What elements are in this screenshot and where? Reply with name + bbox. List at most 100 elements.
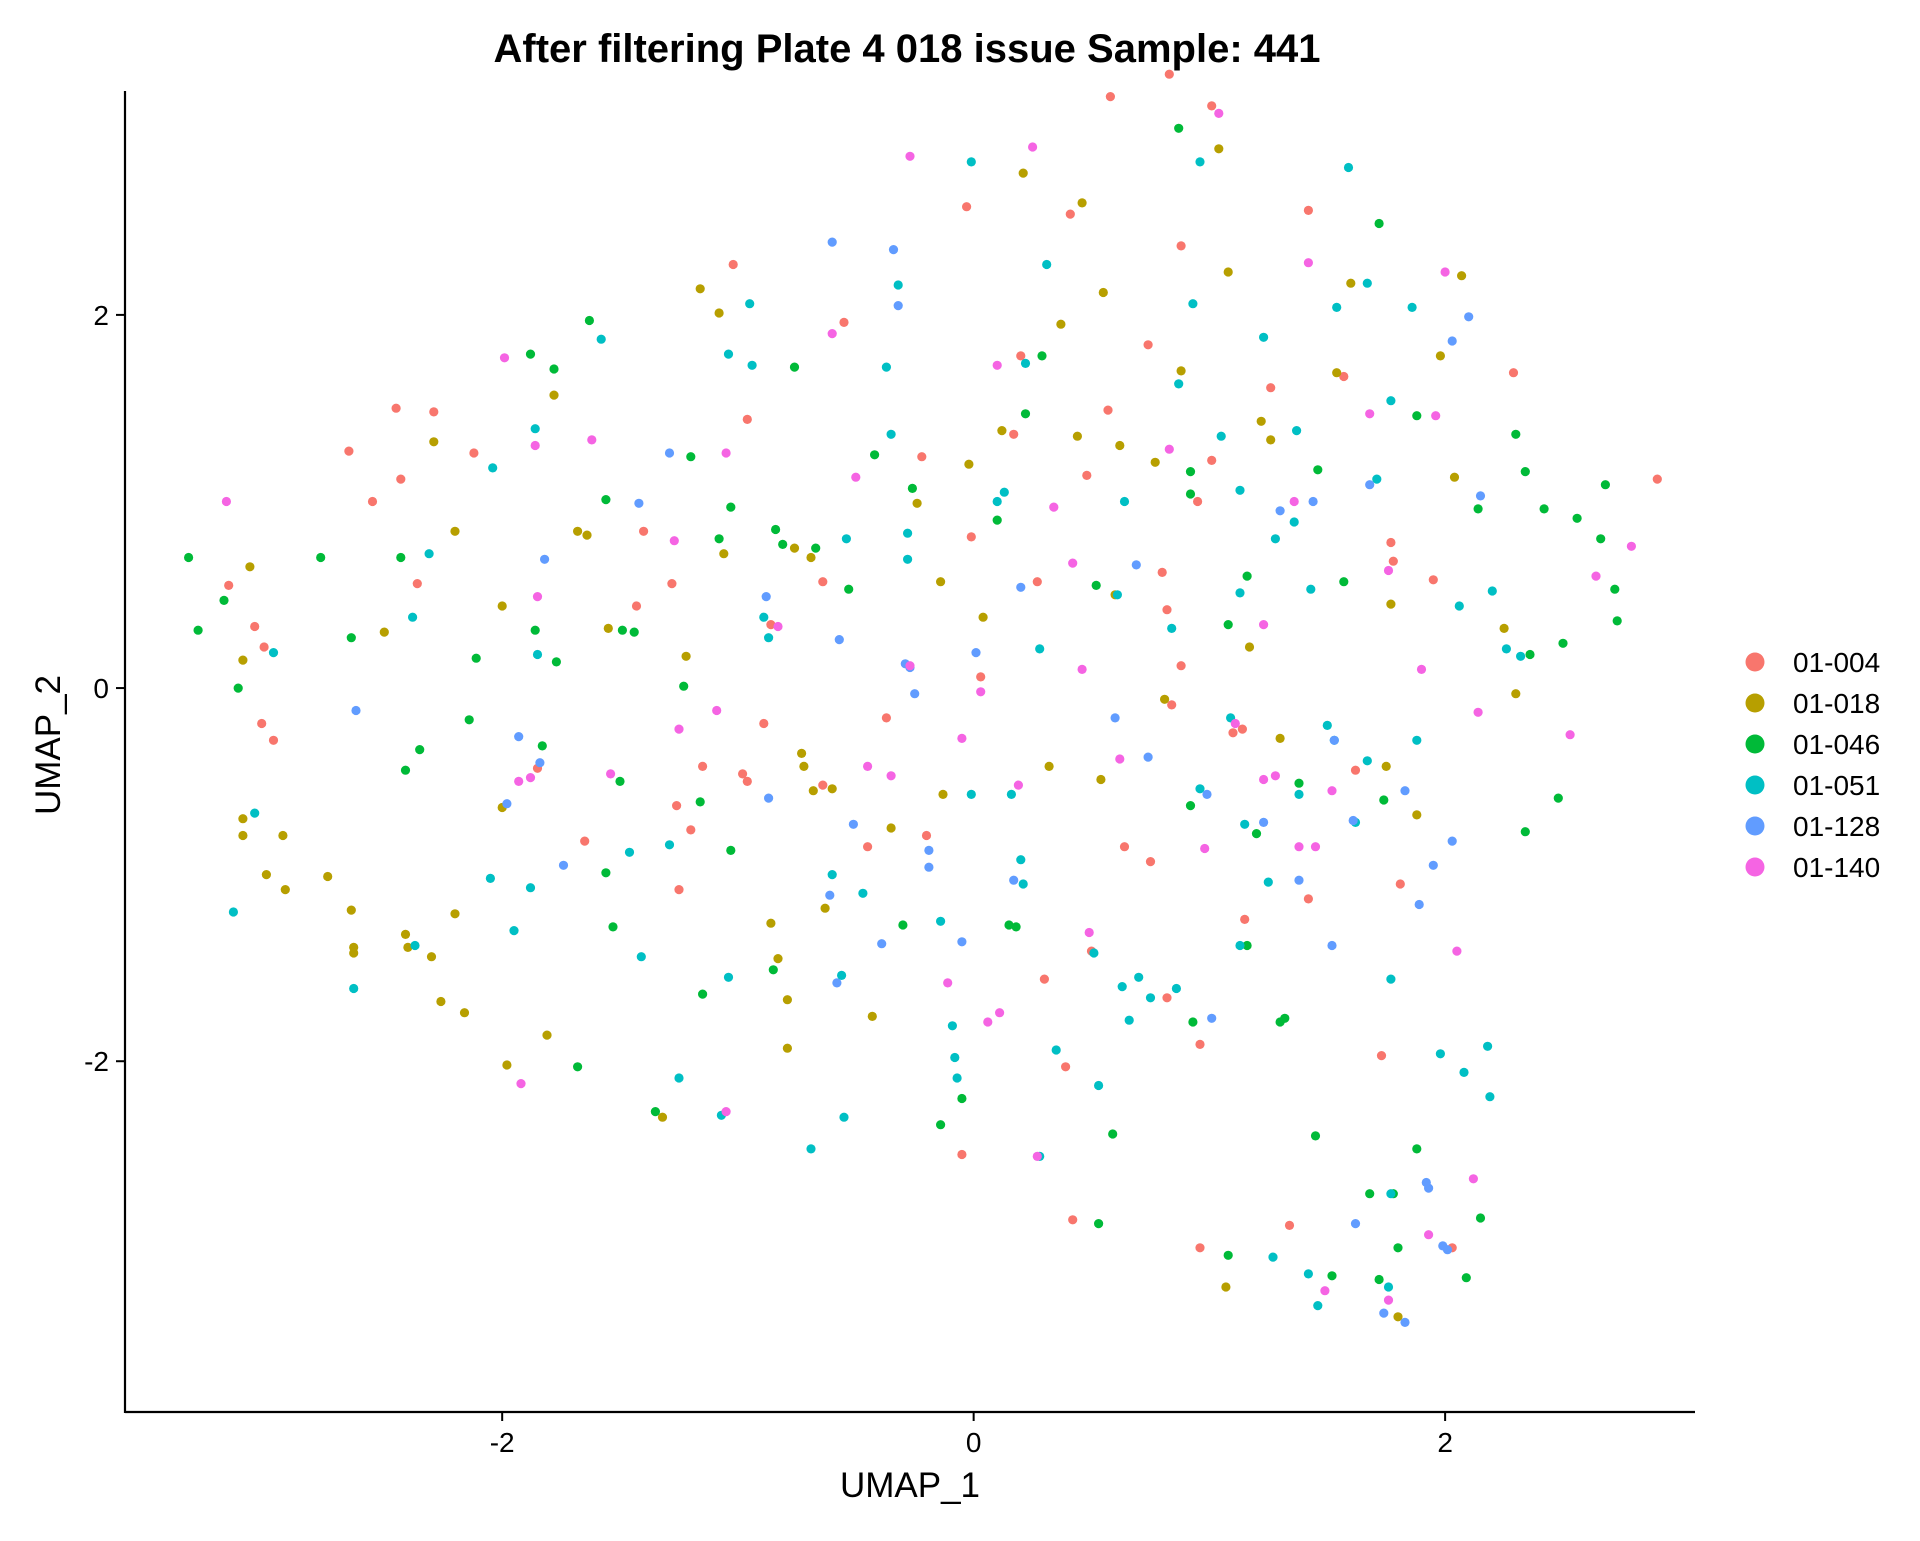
point-01-018-49 bbox=[261, 870, 271, 880]
point-01-004-50 bbox=[1193, 496, 1203, 507]
point-01-018-64 bbox=[657, 1112, 668, 1122]
y-axis-label: UMAP_2 bbox=[29, 675, 68, 815]
point-01-004-54 bbox=[1240, 914, 1250, 925]
point-01-140-38 bbox=[957, 733, 967, 744]
point-01-128-50 bbox=[1294, 875, 1304, 885]
point-01-128-32 bbox=[1143, 752, 1153, 762]
point-01-046-48 bbox=[1600, 480, 1610, 490]
point-01-140-18 bbox=[1259, 620, 1269, 630]
point-01-046-39 bbox=[1412, 411, 1422, 421]
point-01-018-1 bbox=[245, 562, 255, 572]
point-01-051-72 bbox=[1051, 1045, 1061, 1055]
point-01-004-21 bbox=[268, 735, 279, 745]
point-01-140-0 bbox=[221, 496, 231, 507]
point-01-140-21 bbox=[1365, 409, 1375, 419]
point-01-004-69 bbox=[1195, 1039, 1205, 1049]
point-01-018-43 bbox=[1449, 472, 1460, 482]
point-01-046-27 bbox=[992, 515, 1002, 525]
point-01-051-6 bbox=[596, 334, 606, 344]
point-01-128-4 bbox=[761, 592, 771, 602]
point-01-004-46 bbox=[1162, 605, 1172, 615]
point-01-128-6 bbox=[834, 635, 844, 645]
point-01-051-66 bbox=[947, 1021, 958, 1031]
point-01-018-34 bbox=[1256, 416, 1266, 426]
point-01-140-22 bbox=[1383, 565, 1394, 576]
point-01-018-8 bbox=[582, 530, 592, 540]
point-01-140-50 bbox=[1424, 1230, 1434, 1240]
point-01-018-50 bbox=[278, 830, 288, 841]
point-01-051-51 bbox=[410, 940, 420, 951]
point-01-128-19 bbox=[1447, 336, 1457, 346]
point-01-018-57 bbox=[426, 952, 437, 962]
point-01-046-57 bbox=[608, 922, 618, 932]
point-01-018-52 bbox=[323, 871, 333, 882]
point-01-018-37 bbox=[1332, 368, 1342, 378]
point-01-018-30 bbox=[1176, 366, 1186, 376]
point-01-046-84 bbox=[957, 1093, 967, 1104]
point-01-004-76 bbox=[1376, 1051, 1387, 1061]
point-01-140-10 bbox=[905, 151, 915, 161]
point-01-051-70 bbox=[1016, 855, 1026, 865]
point-01-018-79 bbox=[1221, 1282, 1231, 1292]
point-01-051-91 bbox=[1386, 974, 1396, 984]
point-01-018-9 bbox=[603, 623, 613, 634]
point-01-128-27 bbox=[848, 819, 859, 829]
legend-label-01-004: 01-004 bbox=[1793, 647, 1880, 678]
point-01-004-2 bbox=[344, 446, 354, 456]
point-01-046-81 bbox=[1475, 1213, 1486, 1223]
point-01-140-49 bbox=[1383, 1295, 1394, 1305]
point-01-051-16 bbox=[903, 528, 913, 538]
point-01-051-56 bbox=[636, 952, 646, 962]
point-01-046-87 bbox=[1223, 1250, 1233, 1260]
point-01-140-15 bbox=[1077, 664, 1087, 675]
legend-label-01-128: 01-128 bbox=[1793, 811, 1880, 842]
point-01-046-90 bbox=[1365, 1189, 1375, 1199]
point-01-128-52 bbox=[832, 978, 842, 988]
point-01-051-38 bbox=[1332, 302, 1342, 312]
point-01-128-11 bbox=[910, 689, 920, 699]
point-01-018-76 bbox=[938, 789, 948, 800]
legend-key-01-046 bbox=[1745, 734, 1765, 754]
point-01-046-32 bbox=[1185, 489, 1196, 499]
point-01-140-19 bbox=[1289, 496, 1299, 507]
point-01-004-60 bbox=[1388, 556, 1398, 566]
point-01-051-62 bbox=[837, 970, 847, 981]
chart-title: After filtering Plate 4 018 issue Sample… bbox=[493, 27, 1320, 71]
legend-key-01-140 bbox=[1745, 857, 1765, 877]
point-01-051-41 bbox=[1372, 474, 1382, 484]
point-01-051-82 bbox=[1263, 877, 1273, 887]
point-01-046-42 bbox=[1520, 467, 1530, 477]
point-01-018-10 bbox=[681, 651, 691, 661]
point-01-018-67 bbox=[808, 786, 818, 796]
point-01-046-36 bbox=[1313, 465, 1323, 475]
point-01-051-63 bbox=[839, 1112, 849, 1122]
point-01-004-56 bbox=[1303, 205, 1313, 215]
point-01-004-47 bbox=[1164, 69, 1174, 79]
point-01-018-27 bbox=[1115, 440, 1125, 451]
point-01-051-99 bbox=[966, 789, 976, 800]
point-01-004-32 bbox=[863, 842, 873, 852]
point-01-046-6 bbox=[396, 552, 406, 563]
point-01-046-16 bbox=[679, 681, 689, 691]
legend-item-01-046: 01-046 bbox=[1745, 729, 1880, 760]
point-01-046-69 bbox=[1242, 940, 1252, 951]
point-01-140-35 bbox=[863, 761, 873, 772]
point-01-004-51 bbox=[1207, 455, 1217, 465]
point-01-018-65 bbox=[797, 748, 807, 759]
point-01-046-10 bbox=[549, 364, 559, 374]
point-01-004-41 bbox=[1082, 470, 1092, 480]
point-01-004-44 bbox=[1143, 340, 1153, 350]
point-01-140-23 bbox=[1416, 664, 1427, 675]
point-01-004-31 bbox=[818, 780, 828, 790]
point-01-128-15 bbox=[1131, 560, 1141, 570]
x-tick-label--2: -2 bbox=[490, 1427, 515, 1458]
point-01-046-4 bbox=[316, 552, 326, 563]
point-01-128-20 bbox=[1464, 312, 1474, 322]
point-01-046-22 bbox=[789, 362, 800, 372]
point-01-004-39 bbox=[1032, 577, 1042, 587]
point-01-004-27 bbox=[698, 761, 708, 772]
point-01-046-61 bbox=[726, 845, 736, 856]
point-01-046-5 bbox=[346, 633, 356, 643]
point-01-051-9 bbox=[747, 360, 757, 370]
